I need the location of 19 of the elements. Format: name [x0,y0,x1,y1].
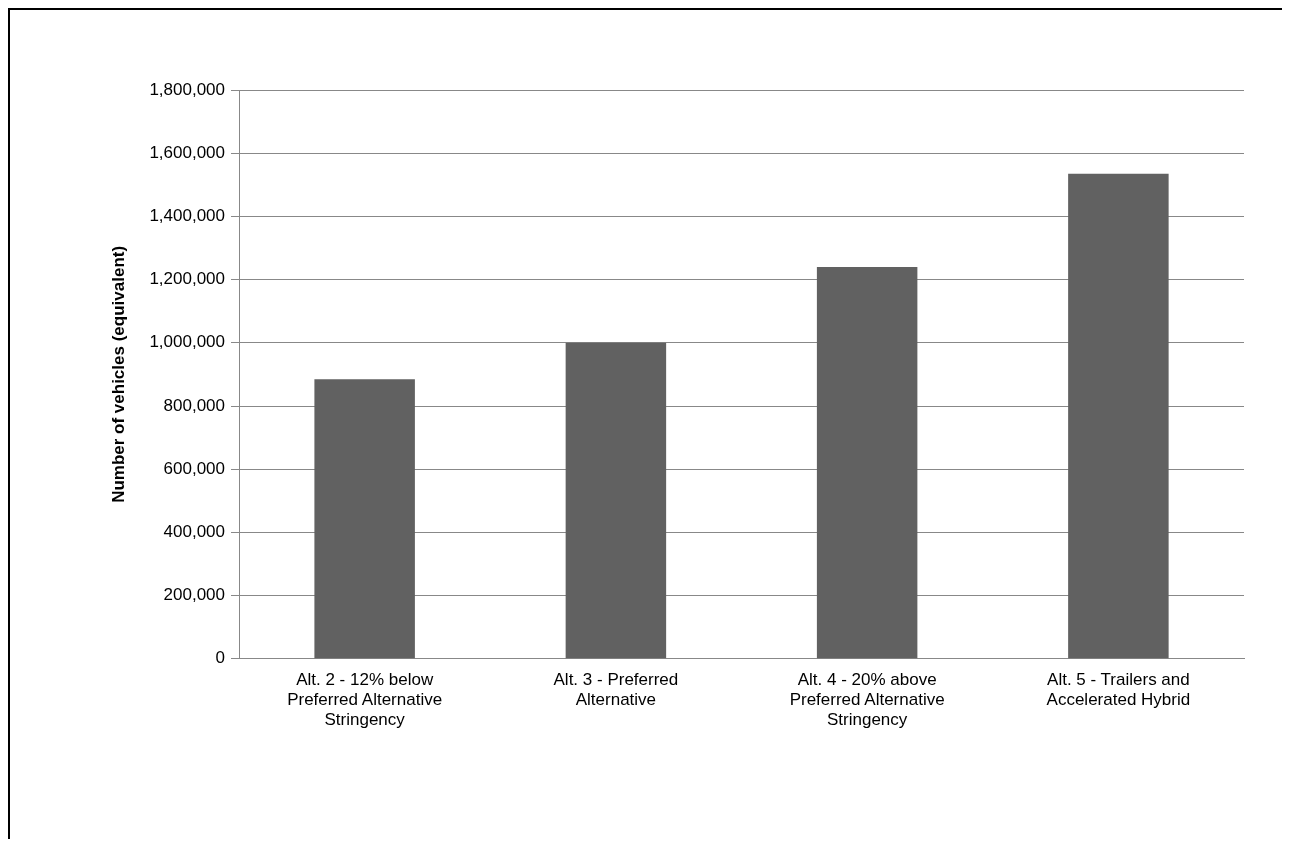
y-tick-label: 1,000,000 [149,332,226,352]
x-tick-label: Alt. 3 - Preferred Alternative [553,669,679,710]
y-tick-label: 1,600,000 [149,142,226,162]
y-axis-title: Number of vehicles (equivalent) [108,245,128,503]
y-tick-label: 600,000 [163,458,226,478]
y-tick-label: 1,800,000 [149,79,226,99]
bar [1068,173,1169,659]
x-tick-label: Alt. 5 - Trailers and Accelerated Hybrid [1046,669,1191,710]
y-tick-label: 200,000 [163,585,226,605]
y-tick-label: 1,200,000 [149,269,226,289]
bar [314,379,415,659]
y-tick-label: 800,000 [163,395,226,415]
bar [816,266,918,659]
y-tick-label: 1,400,000 [149,206,226,226]
bar [565,342,667,659]
y-tick-label: 400,000 [163,522,226,542]
x-tick-label: Alt. 2 - 12% below Preferred Alternative Stringency [287,669,443,730]
x-tick-label: Alt. 4 - 20% above Preferred Alternative Stringency [789,669,945,730]
y-tick-label: 0 [215,648,226,668]
